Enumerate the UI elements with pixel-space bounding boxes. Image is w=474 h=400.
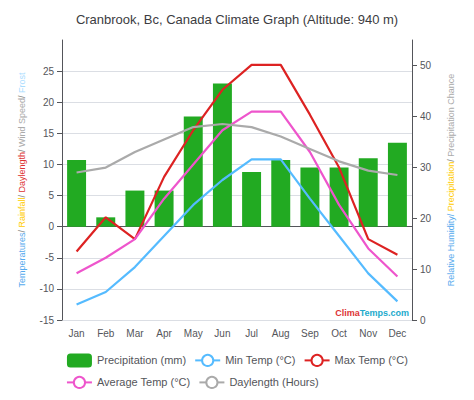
svg-text:Daylength (Hours): Daylength (Hours) — [229, 376, 318, 388]
svg-text:Rainfall: Rainfall — [17, 198, 27, 228]
svg-text:Relative Humidity/: Relative Humidity/ — [446, 211, 456, 286]
svg-text:5: 5 — [48, 190, 54, 201]
svg-text:Daylength: Daylength — [17, 152, 27, 193]
svg-text:Clima: Clima — [335, 308, 361, 318]
svg-text:-10: -10 — [40, 283, 55, 294]
svg-text:Precipitation: Precipitation — [446, 162, 456, 212]
svg-text:30: 30 — [420, 162, 432, 173]
svg-text:Nov: Nov — [359, 328, 377, 339]
svg-text:Min Temp (°C): Min Temp (°C) — [225, 354, 295, 366]
svg-text:Feb: Feb — [97, 328, 115, 339]
svg-text:Average Temp (°C): Average Temp (°C) — [97, 376, 190, 388]
svg-text:10: 10 — [420, 264, 432, 275]
svg-text:Precipitation (mm): Precipitation (mm) — [97, 354, 186, 366]
svg-text:Mar: Mar — [126, 328, 144, 339]
svg-text:-15: -15 — [40, 315, 55, 326]
svg-text:Oct: Oct — [331, 328, 347, 339]
svg-text:Jun: Jun — [214, 328, 230, 339]
svg-text:.com: .com — [388, 308, 409, 318]
svg-text:20: 20 — [43, 97, 55, 108]
svg-text:May: May — [184, 328, 203, 339]
svg-text:Aug: Aug — [272, 328, 290, 339]
svg-text:Cranbrook, Bc, Canada Climate: Cranbrook, Bc, Canada Climate Graph (Alt… — [76, 12, 398, 27]
svg-text:0: 0 — [48, 221, 54, 232]
svg-text:Frost: Frost — [17, 72, 27, 93]
svg-text:Sep: Sep — [301, 328, 319, 339]
svg-text:40: 40 — [420, 111, 432, 122]
svg-text:10: 10 — [43, 159, 55, 170]
svg-text:Apr: Apr — [156, 328, 172, 339]
svg-text:0: 0 — [420, 315, 426, 326]
svg-text:15: 15 — [43, 128, 55, 139]
svg-text:Max Temp (°C): Max Temp (°C) — [335, 354, 408, 366]
svg-text:Precipitation Chance: Precipitation Chance — [446, 74, 456, 157]
svg-text:Jul: Jul — [245, 328, 258, 339]
svg-text:Wind Speed: Wind Speed — [17, 98, 27, 147]
svg-text:Dec: Dec — [389, 328, 407, 339]
svg-text:-5: -5 — [45, 252, 54, 263]
svg-text:Temps: Temps — [360, 308, 388, 318]
svg-text:50: 50 — [420, 60, 432, 71]
svg-text:Temperatures: Temperatures — [17, 232, 27, 288]
svg-text:Jan: Jan — [69, 328, 85, 339]
svg-text:20: 20 — [420, 213, 432, 224]
svg-text:25: 25 — [43, 66, 55, 77]
